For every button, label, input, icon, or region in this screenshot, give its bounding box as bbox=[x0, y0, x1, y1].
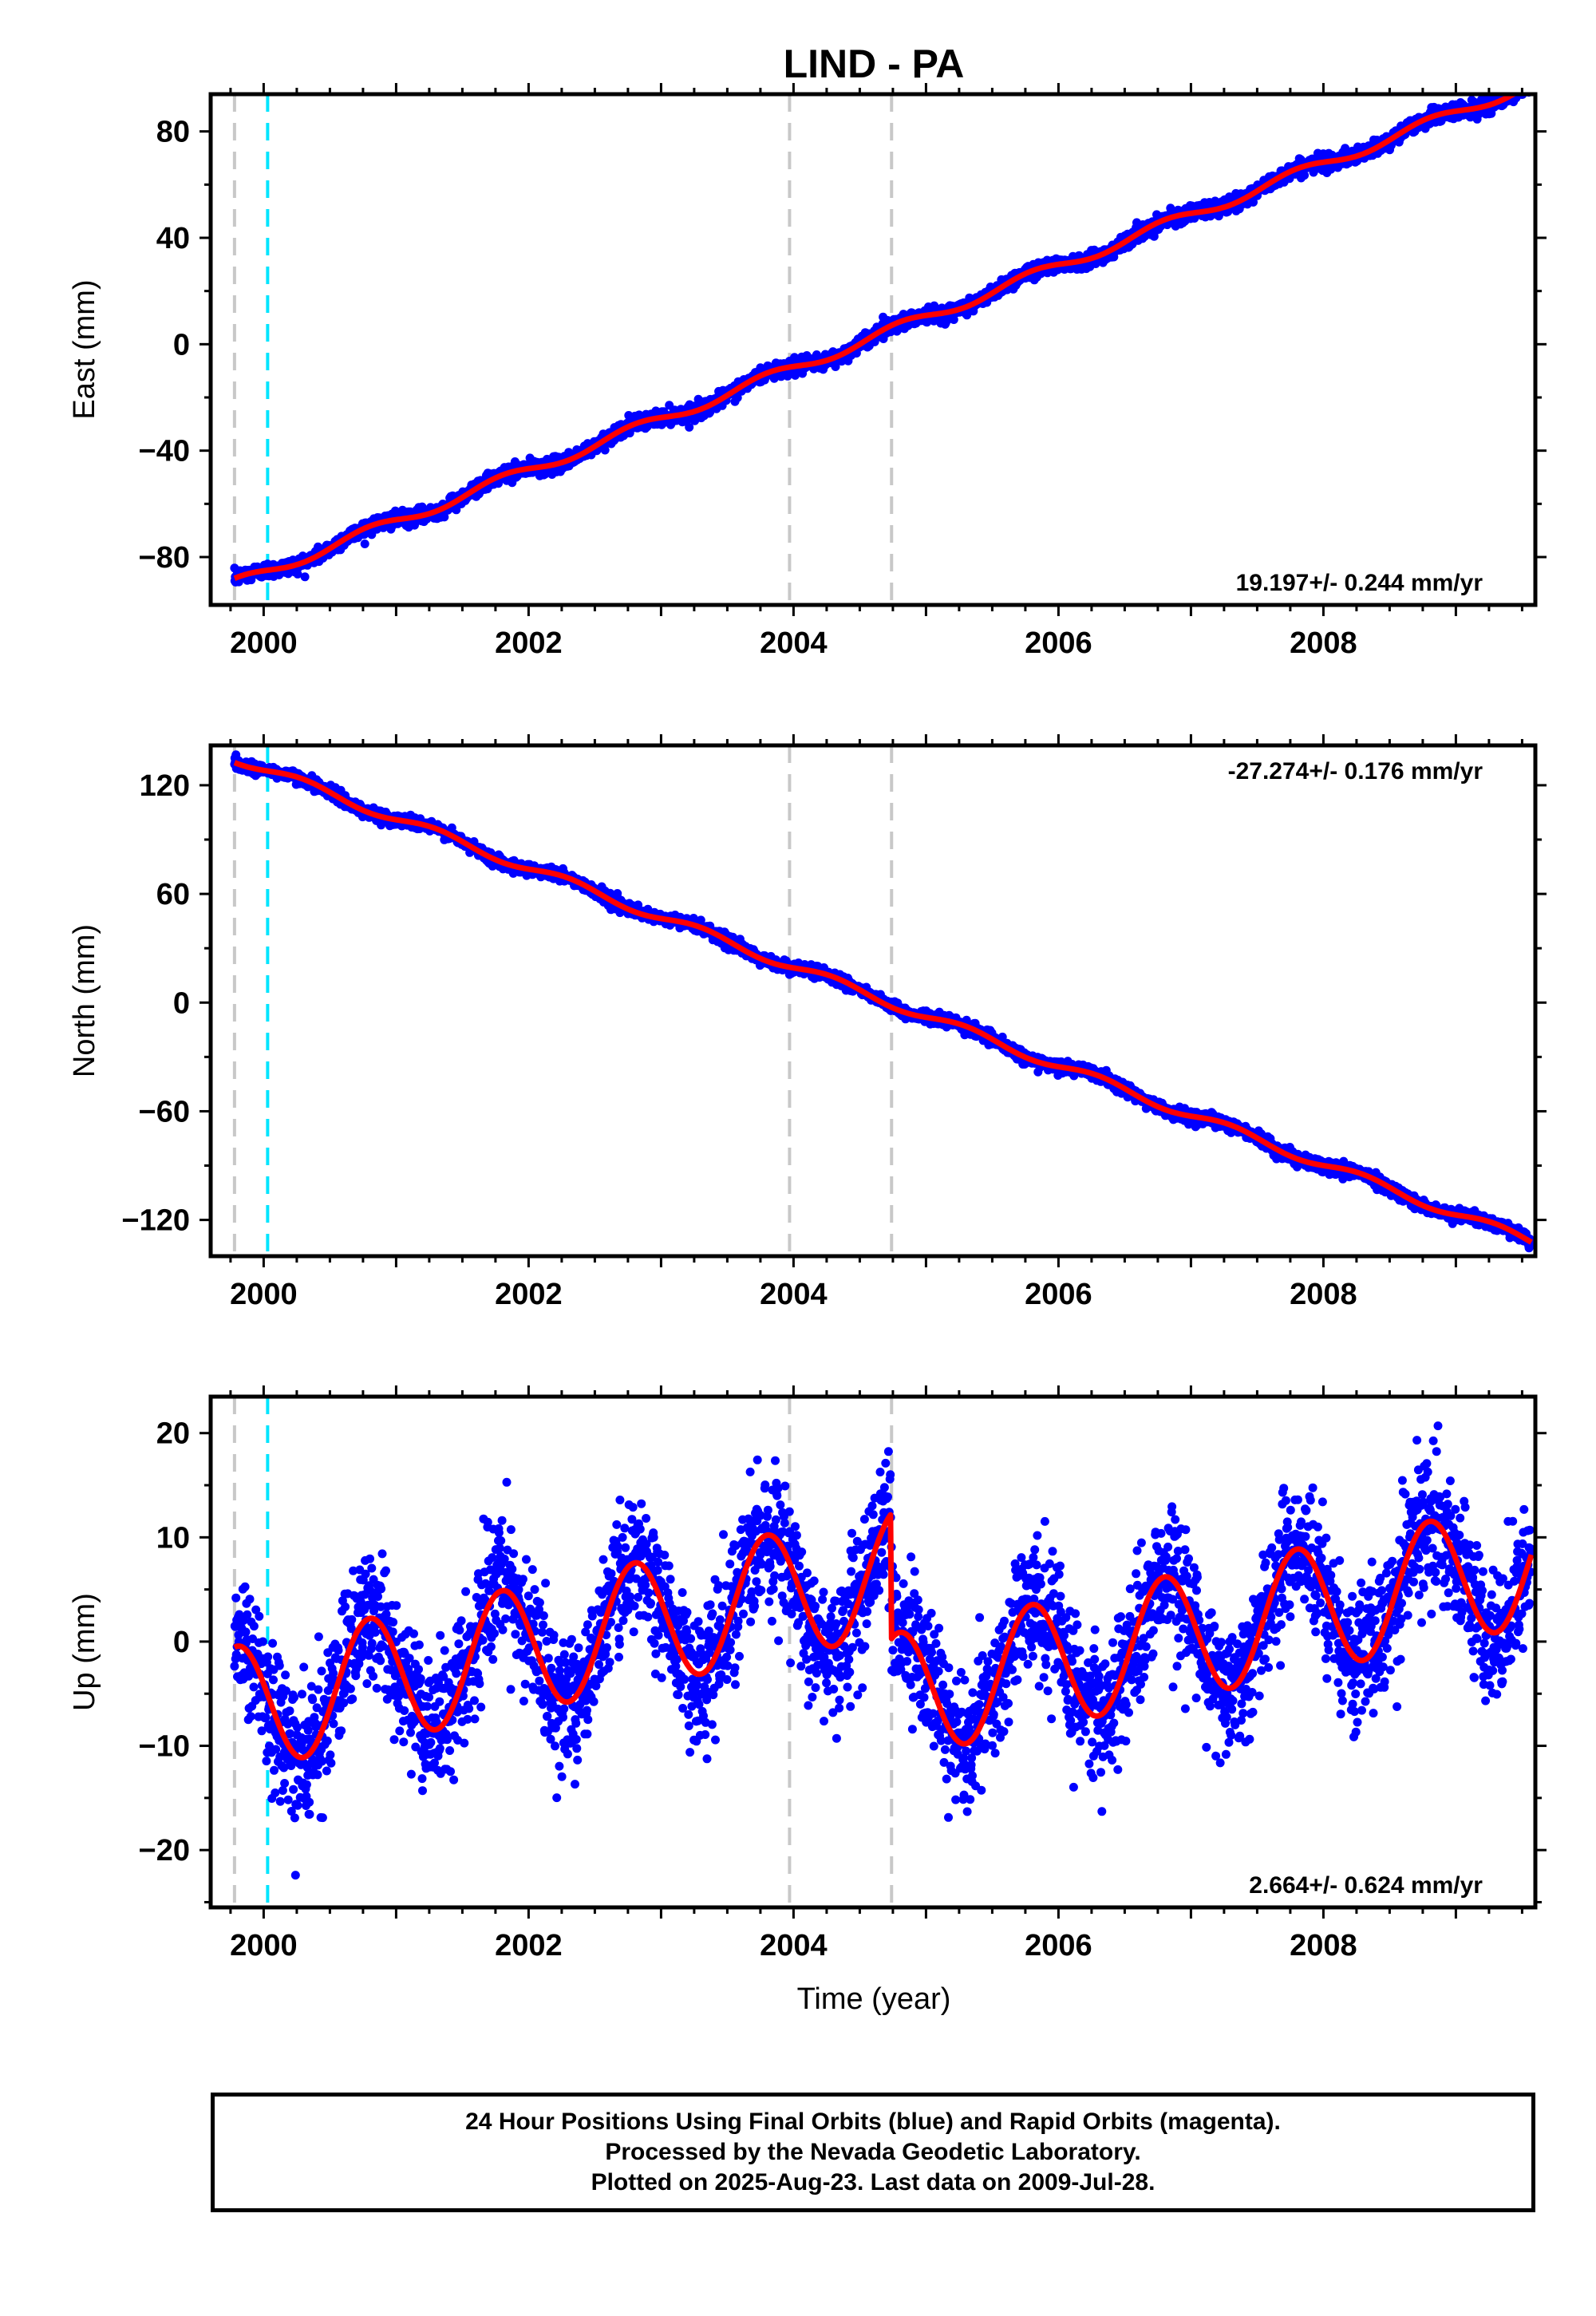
figure-title: LIND - PA bbox=[784, 41, 965, 86]
data-point bbox=[300, 572, 310, 582]
data-point bbox=[1522, 80, 1531, 89]
data-point bbox=[1519, 79, 1528, 88]
data-point bbox=[1522, 80, 1531, 89]
data-point bbox=[1517, 80, 1526, 89]
y-tick-label: 80 bbox=[156, 116, 190, 149]
x-tick-label: 2002 bbox=[495, 626, 563, 660]
velocity-annotation-east: 19.197+/- 0.244 mm/yr bbox=[1236, 570, 1483, 596]
data-point bbox=[1525, 81, 1534, 89]
data-point bbox=[1521, 80, 1530, 89]
data-point bbox=[1527, 78, 1535, 87]
data-point bbox=[949, 315, 958, 324]
data-point bbox=[1523, 81, 1531, 89]
x-tick-label: 2004 bbox=[760, 626, 828, 660]
data-point bbox=[1519, 80, 1527, 89]
y-tick-label: 40 bbox=[156, 222, 190, 255]
data-point bbox=[1520, 78, 1529, 87]
data-point bbox=[1526, 81, 1535, 89]
y-tick-label: −80 bbox=[139, 541, 190, 575]
data-point bbox=[360, 539, 369, 548]
data-point bbox=[1523, 84, 1532, 93]
data-point bbox=[1508, 85, 1517, 93]
data-point bbox=[293, 569, 302, 579]
plot-area-east bbox=[230, 73, 1535, 605]
x-tick-label: 2000 bbox=[230, 626, 298, 660]
y-axis-label-east: East (mm) bbox=[68, 279, 101, 419]
data-point bbox=[1526, 73, 1535, 82]
data-point bbox=[1511, 82, 1520, 91]
data-point bbox=[1512, 83, 1521, 92]
data-point bbox=[1525, 77, 1534, 85]
panel-east: 2000 2002 2004 2006 2008 −80 −40 0 40 80 East (mm)… bbox=[68, 73, 1547, 660]
data-point bbox=[733, 393, 742, 402]
data-point bbox=[1523, 79, 1532, 88]
y-tick-label: 0 bbox=[173, 328, 190, 362]
data-point bbox=[1524, 78, 1533, 87]
x-tick-label: 2008 bbox=[1290, 626, 1357, 660]
data-point bbox=[1527, 83, 1535, 92]
x-tick-label: 2006 bbox=[1025, 626, 1092, 660]
data-point bbox=[831, 362, 840, 371]
plot-area-north bbox=[230, 745, 1535, 1256]
data-point bbox=[1522, 77, 1531, 85]
data-point bbox=[685, 422, 694, 432]
data-point bbox=[1507, 85, 1516, 93]
y-tick-label: −40 bbox=[139, 435, 190, 468]
